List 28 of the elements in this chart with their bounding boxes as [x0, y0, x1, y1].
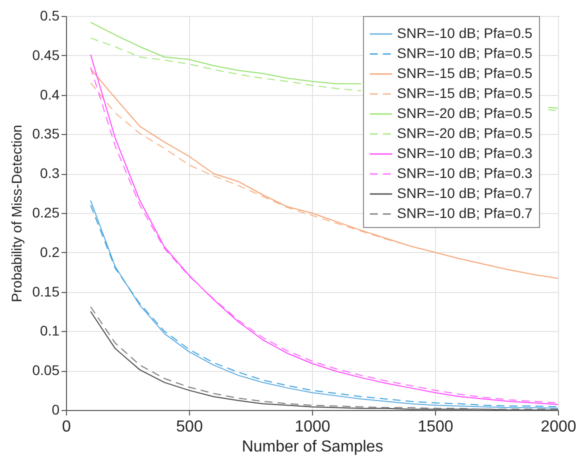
y-tick-label: 0.4 — [40, 86, 60, 102]
x-tick-label: 2000 — [540, 418, 576, 436]
legend-label: SNR=-15 dB; Pfa=0.5 — [397, 65, 533, 81]
y-tick-label: 0.35 — [32, 126, 60, 142]
legend-label: SNR=-10 dB; Pfa=0.3 — [397, 165, 533, 181]
legend-label: SNR=-10 dB; Pfa=0.7 — [397, 205, 533, 221]
y-tick-label: 0.3 — [40, 165, 60, 182]
y-tick-label: 0.2 — [40, 244, 60, 260]
legend-label: SNR=-10 dB; Pfa=0.5 — [397, 45, 533, 61]
y-tick-label: 0 — [52, 402, 60, 418]
y-tick-label: 0.5 — [40, 8, 60, 24]
y-tick-label: 0.05 — [32, 362, 60, 378]
y-tick-label: 0.15 — [32, 283, 60, 300]
legend-label: SNR=-10 dB; Pfa=0.3 — [397, 145, 533, 161]
x-tick-label: 0 — [62, 418, 72, 436]
y-tick-label: 0.1 — [40, 322, 60, 339]
y-tick-label: 0.45 — [32, 46, 60, 63]
legend-label: SNR=-20 dB; Pfa=0.5 — [397, 125, 533, 141]
x-tick-label: 1500 — [418, 418, 454, 436]
y-axis-title: Probability of Miss-Detection — [8, 124, 24, 302]
legend-label: SNR=-10 dB; Pfa=0.7 — [397, 185, 533, 201]
legend-label: SNR=-20 dB; Pfa=0.5 — [397, 105, 533, 121]
x-tick-label: 500 — [176, 418, 203, 436]
y-tick-label: 0.25 — [32, 204, 60, 220]
legend-label: SNR=-10 dB; Pfa=0.5 — [397, 25, 533, 41]
x-axis-title: Number of Samples — [242, 438, 384, 456]
legend-label: SNR=-15 dB; Pfa=0.5 — [397, 85, 533, 101]
x-tick-label: 1000 — [294, 418, 330, 436]
